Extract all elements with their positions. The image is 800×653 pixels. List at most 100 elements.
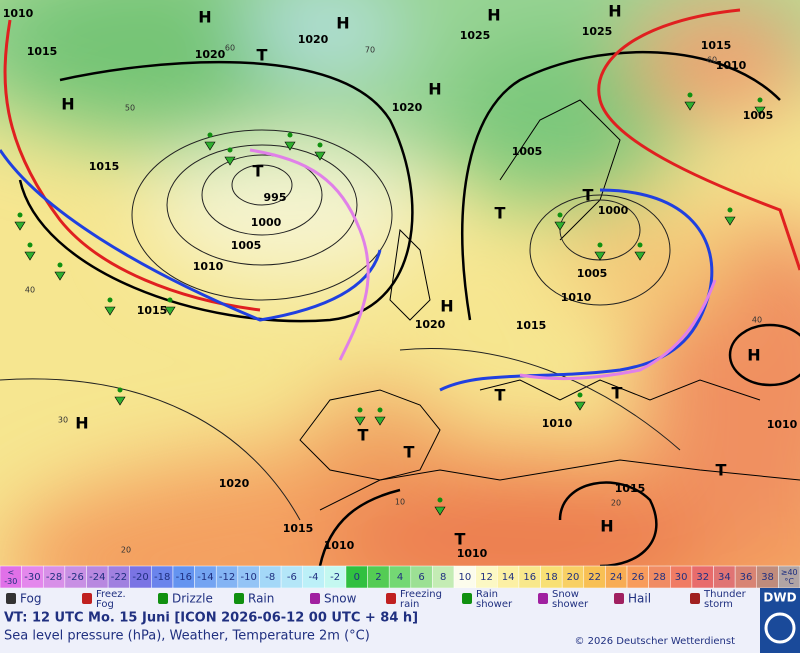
legend-label: Drizzle — [172, 592, 213, 606]
shower-symbol — [14, 221, 26, 231]
isotherm-label: 60 — [707, 56, 717, 65]
shower-symbol — [554, 221, 566, 231]
legend-icon — [462, 593, 472, 604]
legend-label: Fog — [20, 592, 41, 606]
shower-symbol — [54, 271, 66, 281]
rain-dot — [117, 387, 123, 393]
high-pressure-label: H — [336, 14, 349, 33]
rain-dot — [27, 242, 33, 248]
scale-label: 38 — [761, 572, 774, 583]
legend-label: Fog — [96, 599, 114, 610]
rain-dot — [207, 132, 213, 138]
legend-label: Freezing — [400, 589, 442, 600]
isobar-label: 1010 — [767, 418, 798, 431]
isobar-label: 1025 — [460, 29, 491, 42]
low-pressure-label: T — [495, 386, 506, 405]
high-pressure-label: H — [428, 80, 441, 99]
low-pressure-label: T — [583, 186, 594, 205]
shower-symbol — [374, 416, 386, 426]
shower-symbol — [284, 141, 296, 151]
legend-label: Hail — [628, 592, 651, 606]
isobar-label: 1015 — [89, 160, 120, 173]
scale-label: -12 — [219, 572, 235, 583]
isobar-label: 1005 — [577, 267, 608, 280]
scale-label: 10 — [458, 572, 471, 583]
color-scale: <-30 -30 -28 -26 -24 -22 -20 -18 -16 -14 -12 -10 -8-… — [0, 565, 800, 589]
rain-dot — [597, 242, 603, 248]
isobar-label: 1010 — [324, 539, 355, 552]
isobar-label: 1010 — [716, 59, 747, 72]
isotherm-label: 60 — [225, 44, 235, 53]
isobar-label: 1020 — [195, 48, 226, 61]
shower-symbol — [24, 251, 36, 261]
legend-label: shower — [476, 599, 513, 610]
scale-label: 14 — [502, 572, 515, 583]
legend-row — [0, 588, 760, 610]
logo-text: DWD — [763, 591, 796, 605]
isotherm-label: 10 — [395, 498, 405, 507]
shower-symbol — [164, 306, 176, 316]
isobar-label: 1000 — [251, 216, 282, 229]
description: Sea level pressure (hPa), Weather, Tempe… — [4, 629, 370, 644]
isotherm-label: 50 — [125, 104, 135, 113]
isotherm-label: 40 — [752, 316, 762, 325]
isobar-label: 1005 — [231, 239, 262, 252]
scale-label: -8 — [265, 572, 275, 583]
weather-symbols — [14, 92, 766, 516]
rain-dot — [437, 497, 443, 503]
shower-symbol — [594, 251, 606, 261]
scale-label: 18 — [545, 572, 558, 583]
isobar-label: 1000 — [598, 204, 629, 217]
legend-icon — [158, 593, 168, 604]
rain-dot — [287, 132, 293, 138]
high-pressure-label: H — [75, 414, 88, 433]
shower-symbol — [104, 306, 116, 316]
isobar-label: 1010 — [542, 417, 573, 430]
shower-symbol — [434, 506, 446, 516]
scale-label: -10 — [240, 572, 256, 583]
legend-label: shower — [552, 599, 589, 610]
isobar-label: 1005 — [512, 145, 543, 158]
copyright: © 2026 Deutscher Wetterdienst — [574, 636, 735, 647]
isotherm-label: 20 — [611, 499, 621, 508]
legend-label: Snow — [552, 589, 579, 600]
legend-label: Snow — [324, 592, 357, 606]
rain-dot — [57, 262, 63, 268]
isobar-label: 1010 — [193, 260, 224, 273]
scale-label: -30 — [4, 577, 17, 586]
rain-dot — [637, 242, 643, 248]
low-pressure-label: T — [404, 443, 415, 462]
legend-label: Rain — [248, 592, 274, 606]
scale-label: 4 — [397, 572, 403, 583]
scale-label: 16 — [523, 572, 536, 583]
rain-dot — [727, 207, 733, 213]
legend-icon — [538, 593, 548, 604]
shower-symbol — [314, 151, 326, 161]
rain-dot — [167, 297, 173, 303]
scale-label: 2 — [375, 572, 381, 583]
scale-label: 8 — [440, 572, 446, 583]
scale-label: 0 — [354, 572, 360, 583]
scale-label: 20 — [567, 572, 580, 583]
isobar-label: 1015 — [516, 319, 547, 332]
shower-symbol — [634, 251, 646, 261]
high-pressure-label: H — [198, 8, 211, 27]
isobar-label: 1015 — [615, 482, 646, 495]
rain-dot — [687, 92, 693, 98]
shower-symbol — [574, 401, 586, 411]
isotherm-label: 40 — [25, 286, 35, 295]
weather-legend: Fog Freez.Fog Drizzle Rain Snow FreezingrainR… — [6, 589, 747, 610]
rain-dot — [377, 407, 383, 413]
isobar-label: 1010 — [561, 291, 592, 304]
scale-label: -28 — [46, 572, 62, 583]
scale-label: 28 — [653, 572, 666, 583]
scale-label: -20 — [132, 572, 148, 583]
isobar-label: 1020 — [219, 477, 250, 490]
scale-label: 32 — [696, 572, 709, 583]
shower-symbol — [754, 106, 766, 116]
scale-label: 6 — [418, 572, 424, 583]
legend-label: storm — [704, 599, 733, 610]
scale-label: -30 — [24, 572, 40, 583]
isobar-label: 1015 — [137, 304, 168, 317]
